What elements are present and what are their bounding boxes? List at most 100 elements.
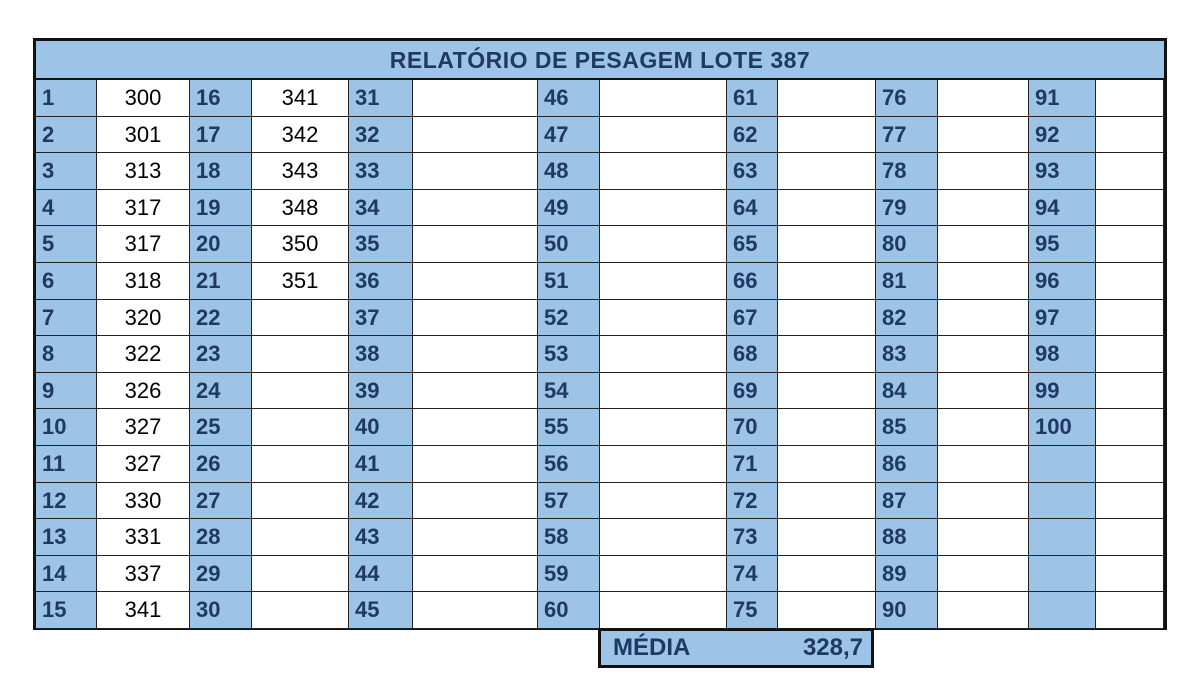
item-number-cell: 37 bbox=[349, 299, 413, 337]
item-number-cell: 77 bbox=[876, 116, 938, 154]
item-number-cell: 70 bbox=[727, 409, 778, 446]
item-number-cell: 15 bbox=[36, 592, 97, 629]
item-number-cell: 21 bbox=[190, 263, 252, 300]
item-number-cell: 5 bbox=[36, 226, 97, 263]
weight-value-cell bbox=[413, 555, 538, 593]
weight-value-cell bbox=[938, 116, 1029, 154]
weighing-report-table: RELATÓRIO DE PESAGEM LOTE 387 1 300 2 301 3 3… bbox=[33, 38, 1167, 630]
weight-value-cell bbox=[413, 153, 538, 190]
weight-value-cell bbox=[600, 372, 727, 410]
weight-value-cell: 350 bbox=[252, 226, 349, 263]
weight-value-cell bbox=[938, 226, 1029, 263]
item-number-cell: 73 bbox=[727, 519, 778, 556]
weight-value-cell bbox=[600, 299, 727, 337]
item-number-cell: 49 bbox=[538, 189, 600, 227]
item-number-cell: 57 bbox=[538, 482, 600, 520]
weight-value-cell bbox=[600, 153, 727, 190]
item-number-cell: 23 bbox=[190, 336, 252, 373]
weight-value-cell bbox=[1096, 336, 1164, 373]
weight-value-cell bbox=[938, 409, 1029, 446]
weight-value-cell: 327 bbox=[97, 409, 190, 446]
item-number-cell: 55 bbox=[538, 409, 600, 446]
item-number-cell: 51 bbox=[538, 263, 600, 300]
weight-value-cell bbox=[252, 446, 349, 483]
item-number-cell: 36 bbox=[349, 263, 413, 300]
weight-value-cell bbox=[600, 226, 727, 263]
item-number-cell: 18 bbox=[190, 153, 252, 190]
item-number-cell: 92 bbox=[1029, 116, 1096, 154]
item-number-cell: 45 bbox=[349, 592, 413, 629]
item-number-cell: 38 bbox=[349, 336, 413, 373]
item-number-cell: 26 bbox=[190, 446, 252, 483]
item-number-cell: 7 bbox=[36, 299, 97, 337]
item-number-cell: 59 bbox=[538, 555, 600, 593]
item-number-cell: 94 bbox=[1029, 189, 1096, 227]
weight-value-cell bbox=[778, 226, 876, 263]
weight-value-cell bbox=[1096, 446, 1164, 483]
weight-value-cell bbox=[1096, 189, 1164, 227]
item-number-cell: 96 bbox=[1029, 263, 1096, 300]
weight-value-cell bbox=[778, 189, 876, 227]
weight-value-cell bbox=[413, 80, 538, 117]
weight-value-cell bbox=[413, 226, 538, 263]
weight-value-cell: 301 bbox=[97, 116, 190, 154]
item-number-cell: 54 bbox=[538, 372, 600, 410]
empty-number-cell bbox=[1029, 592, 1096, 629]
weight-value-cell bbox=[413, 592, 538, 629]
item-number-cell: 16 bbox=[190, 80, 252, 117]
item-number-cell: 39 bbox=[349, 372, 413, 410]
weight-value-cell bbox=[413, 409, 538, 446]
weight-value-cell: 326 bbox=[97, 372, 190, 410]
weight-value-cell: 351 bbox=[252, 263, 349, 300]
weight-value-cell bbox=[938, 555, 1029, 593]
item-number-cell: 80 bbox=[876, 226, 938, 263]
item-number-cell: 41 bbox=[349, 446, 413, 483]
item-number-cell: 68 bbox=[727, 336, 778, 373]
empty-number-cell bbox=[1029, 482, 1096, 520]
item-number-cell: 82 bbox=[876, 299, 938, 337]
weight-value-cell bbox=[778, 336, 876, 373]
weight-value-cell: 320 bbox=[97, 299, 190, 337]
weight-value-cell bbox=[778, 263, 876, 300]
report-title: RELATÓRIO DE PESAGEM LOTE 387 bbox=[36, 41, 1164, 80]
item-number-cell: 6 bbox=[36, 263, 97, 300]
item-number-cell: 88 bbox=[876, 519, 938, 556]
item-number-cell: 72 bbox=[727, 482, 778, 520]
item-number-cell: 3 bbox=[36, 153, 97, 190]
item-number-cell: 48 bbox=[538, 153, 600, 190]
weight-value-cell bbox=[600, 446, 727, 483]
item-number-cell: 4 bbox=[36, 189, 97, 227]
weight-value-cell bbox=[778, 482, 876, 520]
weight-value-cell bbox=[938, 519, 1029, 556]
weight-value-cell bbox=[938, 372, 1029, 410]
weight-value-cell: 342 bbox=[252, 116, 349, 154]
weight-value-cell bbox=[600, 116, 727, 154]
weight-value-cell bbox=[938, 482, 1029, 520]
weight-value-cell bbox=[252, 372, 349, 410]
item-number-cell: 13 bbox=[36, 519, 97, 556]
item-number-cell: 98 bbox=[1029, 336, 1096, 373]
weight-value-cell: 300 bbox=[97, 80, 190, 117]
item-number-cell: 79 bbox=[876, 189, 938, 227]
item-number-cell: 11 bbox=[36, 446, 97, 483]
item-number-cell: 2 bbox=[36, 116, 97, 154]
item-number-cell: 89 bbox=[876, 555, 938, 593]
weight-value-cell bbox=[413, 263, 538, 300]
weight-value-cell bbox=[600, 263, 727, 300]
item-number-cell: 25 bbox=[190, 409, 252, 446]
item-number-cell: 69 bbox=[727, 372, 778, 410]
item-number-cell: 17 bbox=[190, 116, 252, 154]
weight-value-cell bbox=[252, 592, 349, 629]
item-number-cell: 67 bbox=[727, 299, 778, 337]
weight-value-cell bbox=[600, 482, 727, 520]
item-number-cell: 85 bbox=[876, 409, 938, 446]
item-number-cell: 33 bbox=[349, 153, 413, 190]
item-number-cell: 28 bbox=[190, 519, 252, 556]
weight-value-cell: 341 bbox=[252, 80, 349, 117]
item-number-cell: 76 bbox=[876, 80, 938, 117]
item-number-cell: 9 bbox=[36, 372, 97, 410]
item-number-cell: 50 bbox=[538, 226, 600, 263]
weight-value-cell bbox=[600, 592, 727, 629]
item-number-cell: 78 bbox=[876, 153, 938, 190]
weight-value-cell bbox=[1096, 116, 1164, 154]
